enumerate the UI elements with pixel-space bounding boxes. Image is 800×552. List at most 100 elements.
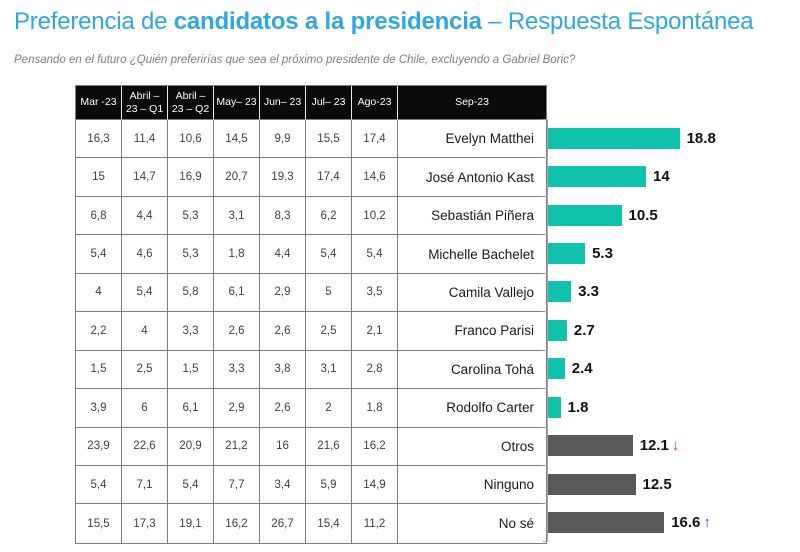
- history-value-cell: 4: [76, 273, 122, 313]
- history-value-cell: 6,8: [76, 196, 122, 236]
- bar-row: 1.8: [543, 388, 800, 426]
- history-value-cell: 4: [122, 312, 168, 351]
- history-value-cell: 2,2: [76, 312, 122, 351]
- history-value-cell: 10,2: [352, 196, 398, 236]
- history-value-cell: 9,9: [260, 120, 306, 159]
- sep23-value: 14: [653, 168, 670, 186]
- history-value-cell: 16: [260, 427, 306, 466]
- history-value-cell: 11,4: [122, 120, 168, 159]
- history-value-cell: 2,6: [260, 312, 306, 351]
- sep23-value: 10.5: [628, 206, 658, 224]
- bar-row: 2.7: [543, 311, 800, 349]
- bar-row: 2.4: [543, 349, 800, 388]
- sep23-bar: [548, 281, 572, 303]
- history-value-cell: 6,1: [214, 273, 260, 313]
- candidate-name: Camila Vallejo: [398, 274, 546, 313]
- sep23-bar: [548, 243, 586, 265]
- history-value-cell: 5,4: [352, 235, 398, 274]
- history-value-cell: 17,4: [306, 158, 352, 197]
- history-value-cell: 4,4: [122, 196, 168, 236]
- column-header: Abril – 23 – Q2: [168, 86, 214, 120]
- history-value-cell: 19,1: [168, 504, 214, 543]
- history-value-cell: 2,1: [352, 312, 398, 351]
- history-value-cell: 5,3: [168, 235, 214, 274]
- history-value-cell: 2,5: [122, 350, 168, 390]
- history-value-cell: 2,6: [214, 312, 260, 351]
- history-value-cell: 6,1: [168, 389, 214, 428]
- candidate-name: Michelle Bachelet: [398, 235, 546, 274]
- history-value-cell: 1,5: [76, 350, 122, 390]
- sep23-bar: [548, 512, 665, 534]
- history-value-cell: 20,7: [214, 158, 260, 197]
- history-value-cell: 2,9: [260, 273, 306, 313]
- history-value-cell: 5,4: [76, 465, 122, 505]
- history-value-cell: 15,5: [306, 120, 352, 159]
- title-prefix: Preferencia de: [14, 8, 174, 35]
- history-value-cell: 4,6: [122, 235, 168, 274]
- bar-row: 3.3: [543, 272, 800, 311]
- candidate-name: No sé: [498, 516, 534, 532]
- history-value-cell: 2,5: [306, 312, 352, 351]
- title-suffix: – Respuesta Espontánea: [481, 8, 754, 35]
- history-value-cell: 5,4: [76, 235, 122, 274]
- bar-chart: 18.8 14 10.5 5.3 3.3 2.7 2.4 1.8 12.1 ↓ 12.5 16.6 ↑: [543, 119, 800, 542]
- history-value-cell: 5,8: [168, 273, 214, 313]
- history-value-cell: 19,3: [260, 158, 306, 197]
- trend-up-icon: ↑: [703, 514, 711, 532]
- history-value-cell: 14,5: [214, 120, 260, 159]
- history-value-cell: 16,2: [214, 504, 260, 543]
- sep23-value: 5.3: [592, 245, 613, 263]
- history-value-cell: 2,9: [214, 389, 260, 428]
- history-value-cell: 16,3: [76, 120, 122, 159]
- bar-row: 5.3: [543, 234, 800, 272]
- history-value-cell: 17,3: [122, 504, 168, 543]
- history-value-cell: 14,9: [352, 465, 398, 505]
- history-value-cell: 16,9: [168, 158, 214, 197]
- history-value-cell: 5,3: [168, 196, 214, 236]
- history-value-cell: 6: [122, 389, 168, 428]
- history-value-cell: 1,8: [214, 235, 260, 274]
- sep23-value: 2.4: [571, 360, 593, 378]
- history-value-cell: 22,6: [122, 427, 168, 466]
- history-value-cell: 8,3: [260, 196, 306, 236]
- history-value-cell: 3,9: [76, 389, 122, 428]
- candidate-name: Rodolfo Carter: [398, 389, 546, 428]
- history-value-cell: 2,8: [352, 350, 398, 390]
- history-value-cell: 2,6: [260, 389, 306, 428]
- sep23-bar: [548, 473, 636, 495]
- sep23-value: 12.5: [642, 475, 672, 493]
- bar-row: 12.1 ↓: [543, 426, 800, 465]
- history-value-cell: 3,5: [352, 273, 398, 313]
- sep23-value: 12.1: [639, 437, 669, 455]
- history-value-cell: 5: [306, 273, 352, 313]
- history-table: Mar -23 Abril – 23 – Q1 Abril – 23 – Q2 May…: [75, 85, 547, 544]
- history-value-cell: 11,2: [352, 504, 398, 543]
- column-header: Abril – 23 – Q1: [122, 86, 168, 120]
- sep23-bar: [548, 396, 561, 418]
- history-value-cell: 5,4: [168, 465, 214, 505]
- history-value-cell: 7,1: [122, 465, 168, 505]
- history-value-cell: 3,3: [168, 312, 214, 351]
- candidate-name: Sebastián Piñera: [398, 197, 546, 236]
- history-value-cell: 1,8: [352, 389, 398, 428]
- history-value-cell: 3,3: [214, 350, 260, 390]
- history-value-cell: 14,7: [122, 158, 168, 197]
- history-value-cell: 15,4: [306, 504, 352, 543]
- history-value-cell: 10,6: [168, 120, 214, 159]
- candidate-name: José Antonio Kast: [398, 158, 546, 197]
- history-value-cell: 21,6: [306, 427, 352, 466]
- history-value-cell: 5,9: [306, 465, 352, 505]
- sep23-value: 2.7: [573, 321, 595, 339]
- column-header: Ago-23: [352, 86, 398, 120]
- trend-down-icon: ↓: [671, 437, 680, 455]
- column-header: Sep-23: [398, 86, 546, 120]
- history-value-cell: 7,7: [214, 465, 260, 505]
- column-header: Jun– 23: [260, 86, 306, 120]
- chart-area: Mar -23 Abril – 23 – Q1 Abril – 23 – Q2 May…: [75, 85, 716, 544]
- history-value-cell: 3,1: [306, 350, 352, 390]
- history-value-cell: 1,5: [168, 350, 214, 390]
- history-value-cell: 3,1: [214, 196, 260, 236]
- bar-row: 16.6 ↑: [543, 503, 800, 541]
- history-value-cell: 23,9: [76, 427, 122, 466]
